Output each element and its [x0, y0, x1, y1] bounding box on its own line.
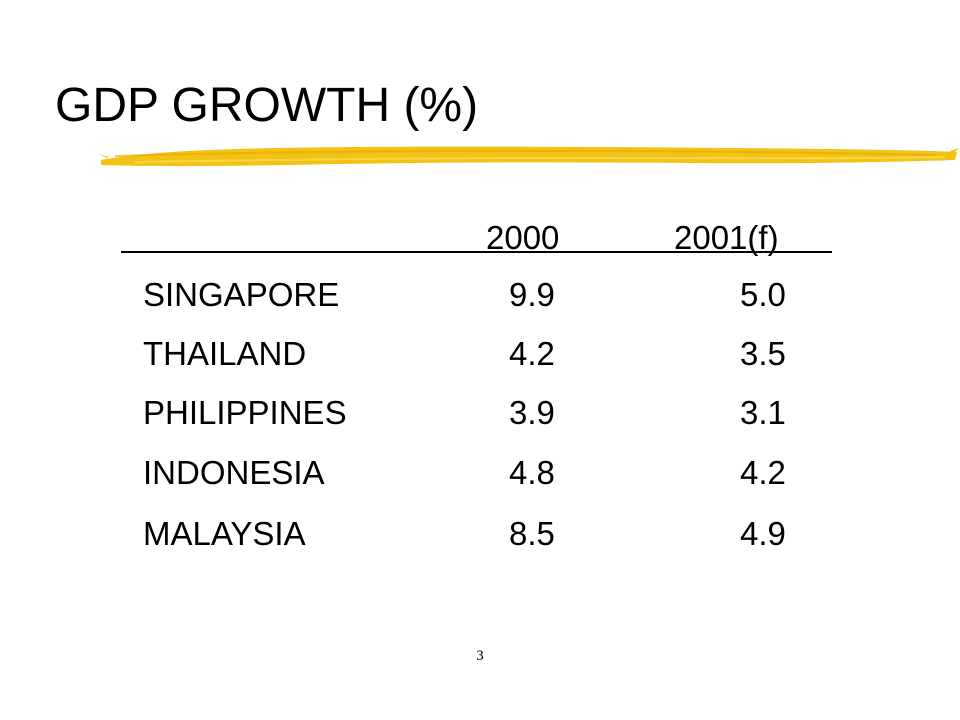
slide-title: GDP GROWTH (%)	[55, 79, 479, 132]
value-cell-2000: 3.9	[509, 394, 555, 431]
title-underline-brushstroke	[99, 146, 959, 167]
value-cell-2001: 3.1	[740, 394, 786, 431]
country-cell: THAILAND	[143, 335, 307, 372]
value-cell-2000: 9.9	[509, 276, 555, 313]
value-cell-2001: 4.9	[740, 515, 786, 552]
page-number: 3	[476, 648, 484, 664]
value-cell-2001: 4.2	[740, 454, 786, 491]
country-cell: SINGAPORE	[143, 276, 340, 313]
country-cell: PHILIPPINES	[143, 394, 347, 431]
column-header-2001: 2001(f)	[674, 219, 779, 256]
value-cell-2000: 8.5	[509, 515, 555, 552]
value-cell-2001: 5.0	[740, 276, 786, 313]
country-cell: INDONESIA	[143, 454, 325, 491]
value-cell-2000: 4.2	[509, 335, 555, 372]
column-header-2000: 2000	[486, 219, 560, 256]
country-cell: MALAYSIA	[143, 515, 306, 552]
header-rule	[121, 251, 832, 253]
value-cell-2001: 3.5	[740, 335, 786, 372]
value-cell-2000: 4.8	[509, 454, 555, 491]
